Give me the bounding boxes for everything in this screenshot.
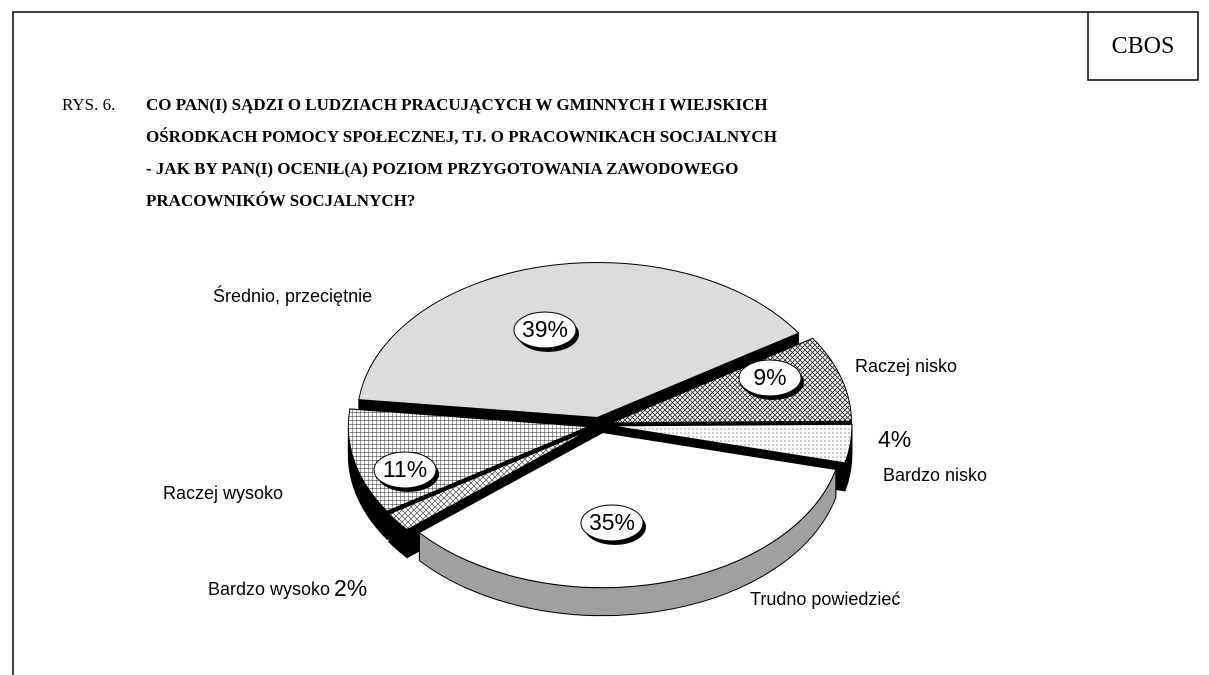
category-label: Raczej nisko xyxy=(855,356,957,376)
value-label-bubble xyxy=(738,359,802,397)
figure-label: RYS. 6. xyxy=(62,95,115,114)
title-line: OŚRODKACH POMOCY SPOŁECZNEJ, TJ. O PRACO… xyxy=(146,127,777,146)
value-label-bubble xyxy=(580,504,644,542)
category-label: Średnio, przeciętnie xyxy=(213,285,372,306)
slice xyxy=(611,337,852,424)
chart-title: CO PAN(I) SĄDZI O LUDZIACH PRACUJĄCYCH W… xyxy=(146,95,777,210)
value-label-bubble xyxy=(373,451,437,489)
corner-label: CBOS xyxy=(1112,33,1175,59)
value-label-bubble xyxy=(513,311,577,349)
value-label: 35% xyxy=(589,509,635,535)
slice xyxy=(611,423,853,464)
slice xyxy=(388,429,591,531)
title-line: PRACOWNIKÓW SOCJALNYCH? xyxy=(146,191,415,210)
title-line: CO PAN(I) SĄDZI O LUDZIACH PRACUJĄCYCH W… xyxy=(146,95,768,114)
value-label: 9% xyxy=(753,364,786,390)
category-label: Trudno powiedzieć xyxy=(750,589,900,609)
value-label: 11% xyxy=(383,456,427,482)
category-label: Bardzo nisko xyxy=(883,465,987,485)
title-line: - JAK BY PAN(I) OCENIŁ(A) POZIOM PRZYGOT… xyxy=(146,159,738,178)
value-label: 39% xyxy=(522,316,568,342)
value-label: 4% xyxy=(878,426,911,452)
pie xyxy=(347,261,853,617)
frame xyxy=(12,11,1199,675)
value-label: 2% xyxy=(334,575,367,601)
category-label: Bardzo wysoko xyxy=(208,579,330,599)
category-label: Raczej wysoko xyxy=(163,483,283,503)
slice xyxy=(358,261,800,418)
